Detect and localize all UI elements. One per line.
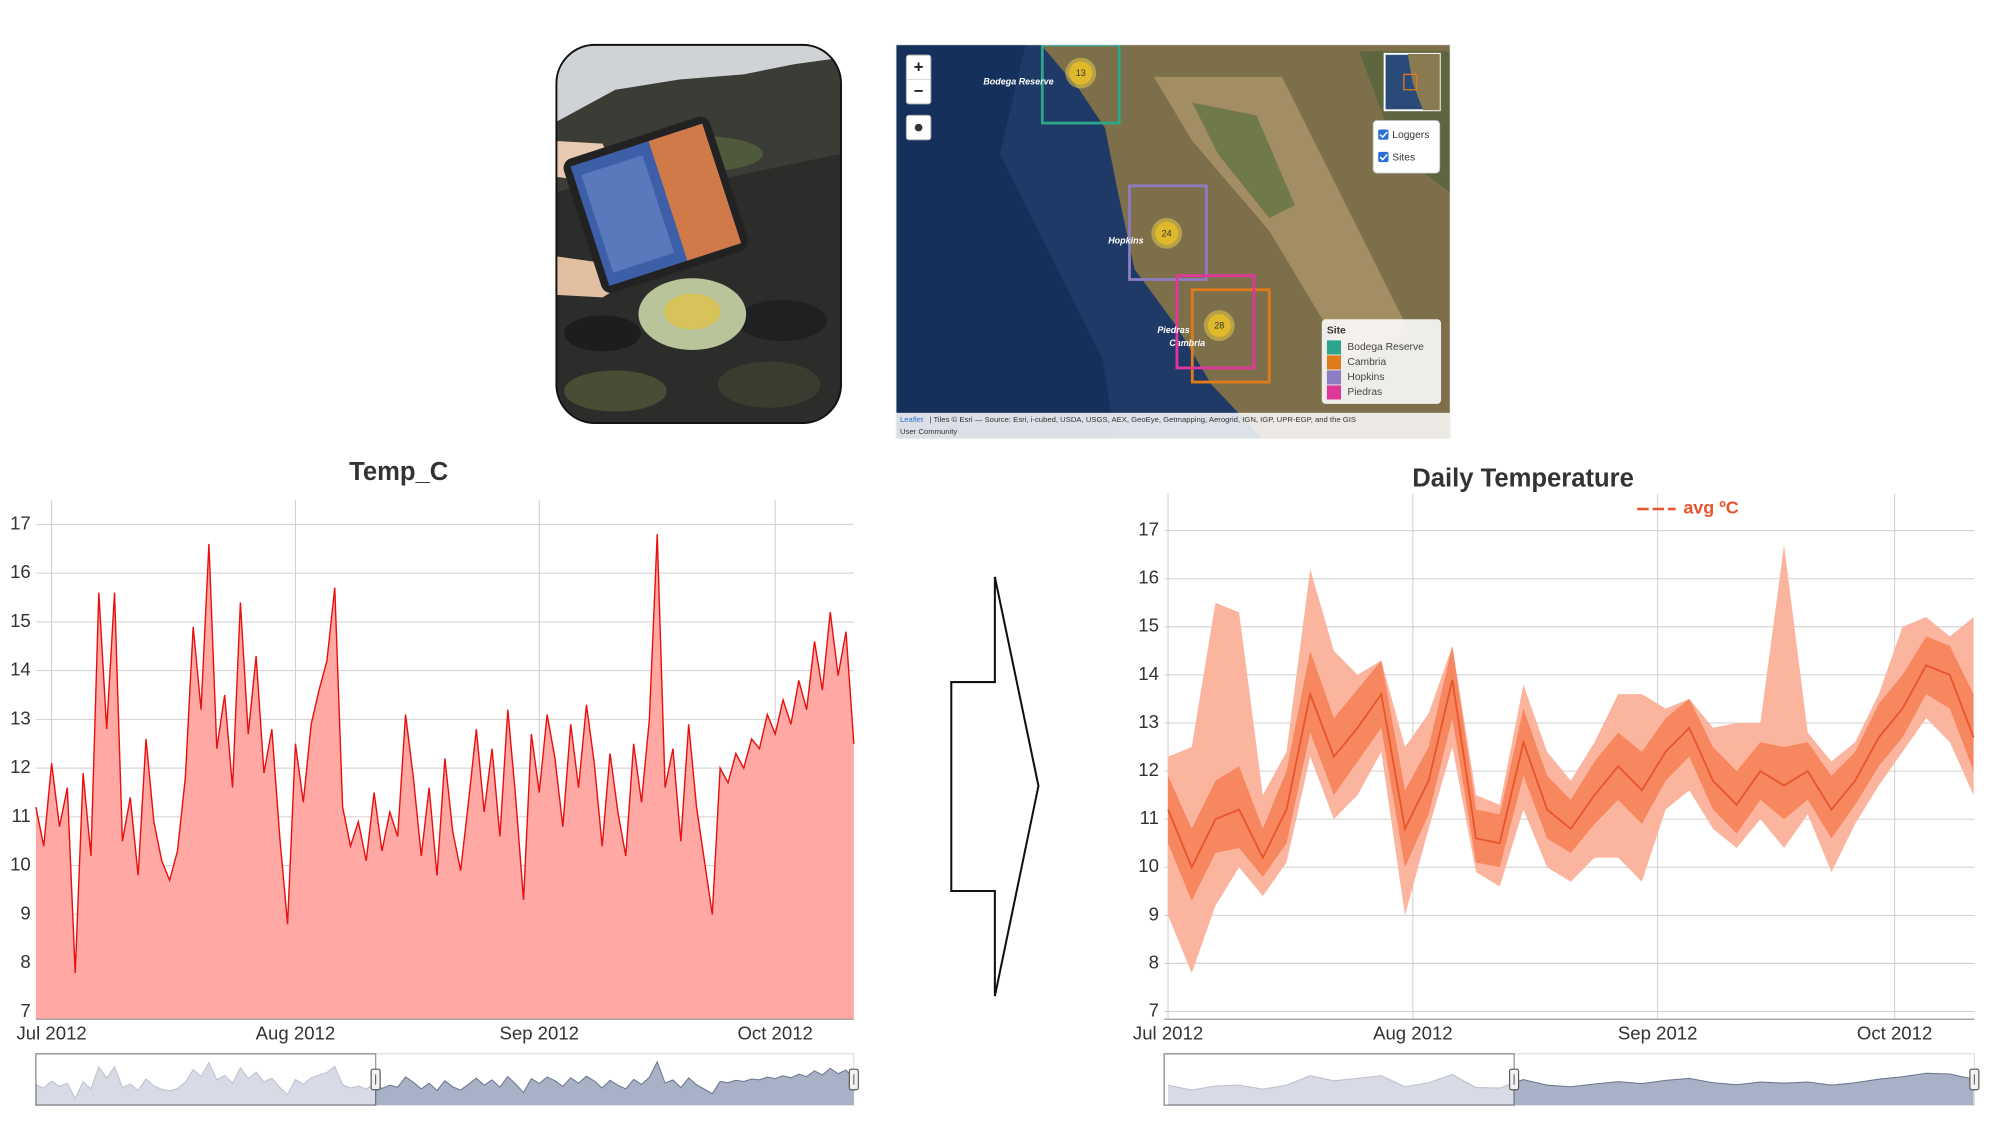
y-tick-label: 11 — [1140, 807, 1159, 828]
zoom-out[interactable]: − — [914, 82, 924, 101]
line — [1167, 664, 1975, 870]
y-tick-label: 12 — [10, 756, 31, 777]
minimap-view — [1403, 73, 1418, 91]
y-tick-label: 10 — [1138, 855, 1159, 876]
layer-checkbox[interactable] — [1378, 151, 1389, 163]
attribution: User Community — [900, 427, 957, 436]
x-tick-label: Aug 2012 — [1373, 1023, 1453, 1044]
arrow — [950, 576, 1040, 997]
x-tick-label: Oct 2012 — [1857, 1023, 1932, 1044]
y-tick-label: 10 — [10, 854, 31, 875]
legend-swatch — [1326, 370, 1342, 385]
cluster-count: 13 — [1076, 68, 1086, 78]
y-tick-label: 9 — [1149, 903, 1159, 924]
cluster-count: 24 — [1162, 228, 1172, 238]
x-tick-label: Jul 2012 — [17, 1023, 87, 1044]
photo — [556, 44, 842, 424]
checkmark — [1379, 131, 1388, 139]
line — [35, 534, 855, 973]
chart: Temp_C 7 8 9 10 11 12 13 14 15 16 17 Jul 2012 Aug 201… — [10, 458, 859, 1106]
chart-title: Daily Temperature — [1412, 464, 1634, 492]
y-tick-label: 13 — [10, 707, 31, 728]
legend-label: Cambria — [1347, 357, 1386, 368]
site-box[interactable] — [1190, 288, 1271, 384]
site-label: Bodega Reserve — [983, 76, 1053, 86]
attribution: | Tiles © Esri — Source: Esri, i-cubed, … — [929, 415, 1356, 424]
chart: Daily Temperature 7 8 9 10 11 12 13 14 15 16 17 Jul … — [1133, 464, 1980, 1106]
attribution-bar — [896, 412, 1450, 439]
cluster-inner[interactable] — [1155, 221, 1179, 245]
site-label: Piedras — [1157, 325, 1189, 335]
legend-label: Bodega Reserve — [1347, 342, 1424, 353]
zoom-in[interactable]: + — [914, 57, 924, 76]
layer-control — [1372, 120, 1441, 174]
chart-title: Temp_C — [349, 458, 448, 486]
site-label: Cambria — [1169, 338, 1205, 348]
legend-swatch — [1326, 355, 1342, 370]
y-tick-label: 16 — [10, 561, 31, 582]
navigator-mask[interactable] — [1163, 1053, 1515, 1106]
charts: Temp_C 7 8 9 10 11 12 13 14 15 16 17 Jul 2012 Aug 201… — [10, 458, 1980, 1106]
legend-label: Hopkins — [1347, 372, 1384, 383]
y-tick-label: 12 — [1138, 759, 1159, 780]
x-tick-label: Jul 2012 — [1133, 1023, 1203, 1044]
cluster-inner[interactable] — [1207, 314, 1231, 338]
x-tick-label: Sep 2012 — [1618, 1023, 1698, 1044]
site-box[interactable] — [1175, 274, 1256, 370]
x-tick-label: Oct 2012 — [737, 1023, 812, 1044]
photo-frame — [555, 43, 842, 425]
y-tick-label: 17 — [1138, 519, 1159, 540]
x-tick-label: Aug 2012 — [256, 1023, 336, 1044]
cluster-count: 28 — [1214, 321, 1224, 331]
map-legend — [1321, 319, 1442, 404]
site-box[interactable] — [1040, 44, 1121, 125]
legend-title: Site — [1327, 325, 1346, 336]
site-label: Hopkins — [1108, 235, 1143, 245]
y-tick-label: 15 — [1138, 615, 1159, 636]
y-tick-label: 7 — [20, 1000, 30, 1021]
y-tick-label: 17 — [10, 512, 31, 533]
y-tick-label: 13 — [1138, 711, 1159, 732]
attribution-link[interactable]: Leaflet — [900, 415, 924, 424]
y-tick-label: 7 — [1149, 999, 1159, 1020]
layer-label: Sites — [1392, 152, 1415, 163]
legend-swatch — [1326, 340, 1342, 355]
y-tick-label: 14 — [10, 659, 31, 680]
y-tick-label: 8 — [1149, 951, 1159, 972]
minimap-land — [1407, 53, 1440, 111]
y-tick-label: 14 — [1138, 663, 1159, 684]
y-tick-label: 11 — [11, 805, 30, 826]
legend-swatch — [1326, 385, 1342, 400]
y-tick-label: 9 — [20, 902, 30, 923]
y-tick-label: 8 — [20, 951, 30, 972]
navigator-mask[interactable] — [35, 1053, 377, 1106]
cluster-inner[interactable] — [1069, 61, 1093, 85]
legend-label: Piedras — [1347, 387, 1382, 398]
y-tick-label: 16 — [1138, 567, 1159, 588]
site-box[interactable] — [1128, 184, 1208, 281]
locate-icon — [914, 123, 923, 132]
range-band — [1168, 545, 1974, 974]
area — [35, 534, 854, 1020]
range-band — [1168, 636, 1974, 901]
checkmark — [1379, 153, 1388, 161]
layer-checkbox[interactable] — [1378, 129, 1389, 140]
layer-label: Loggers — [1392, 130, 1429, 141]
legend-label: avg ºC — [1683, 498, 1738, 518]
x-tick-label: Sep 2012 — [499, 1023, 579, 1044]
y-tick-label: 15 — [10, 610, 31, 631]
